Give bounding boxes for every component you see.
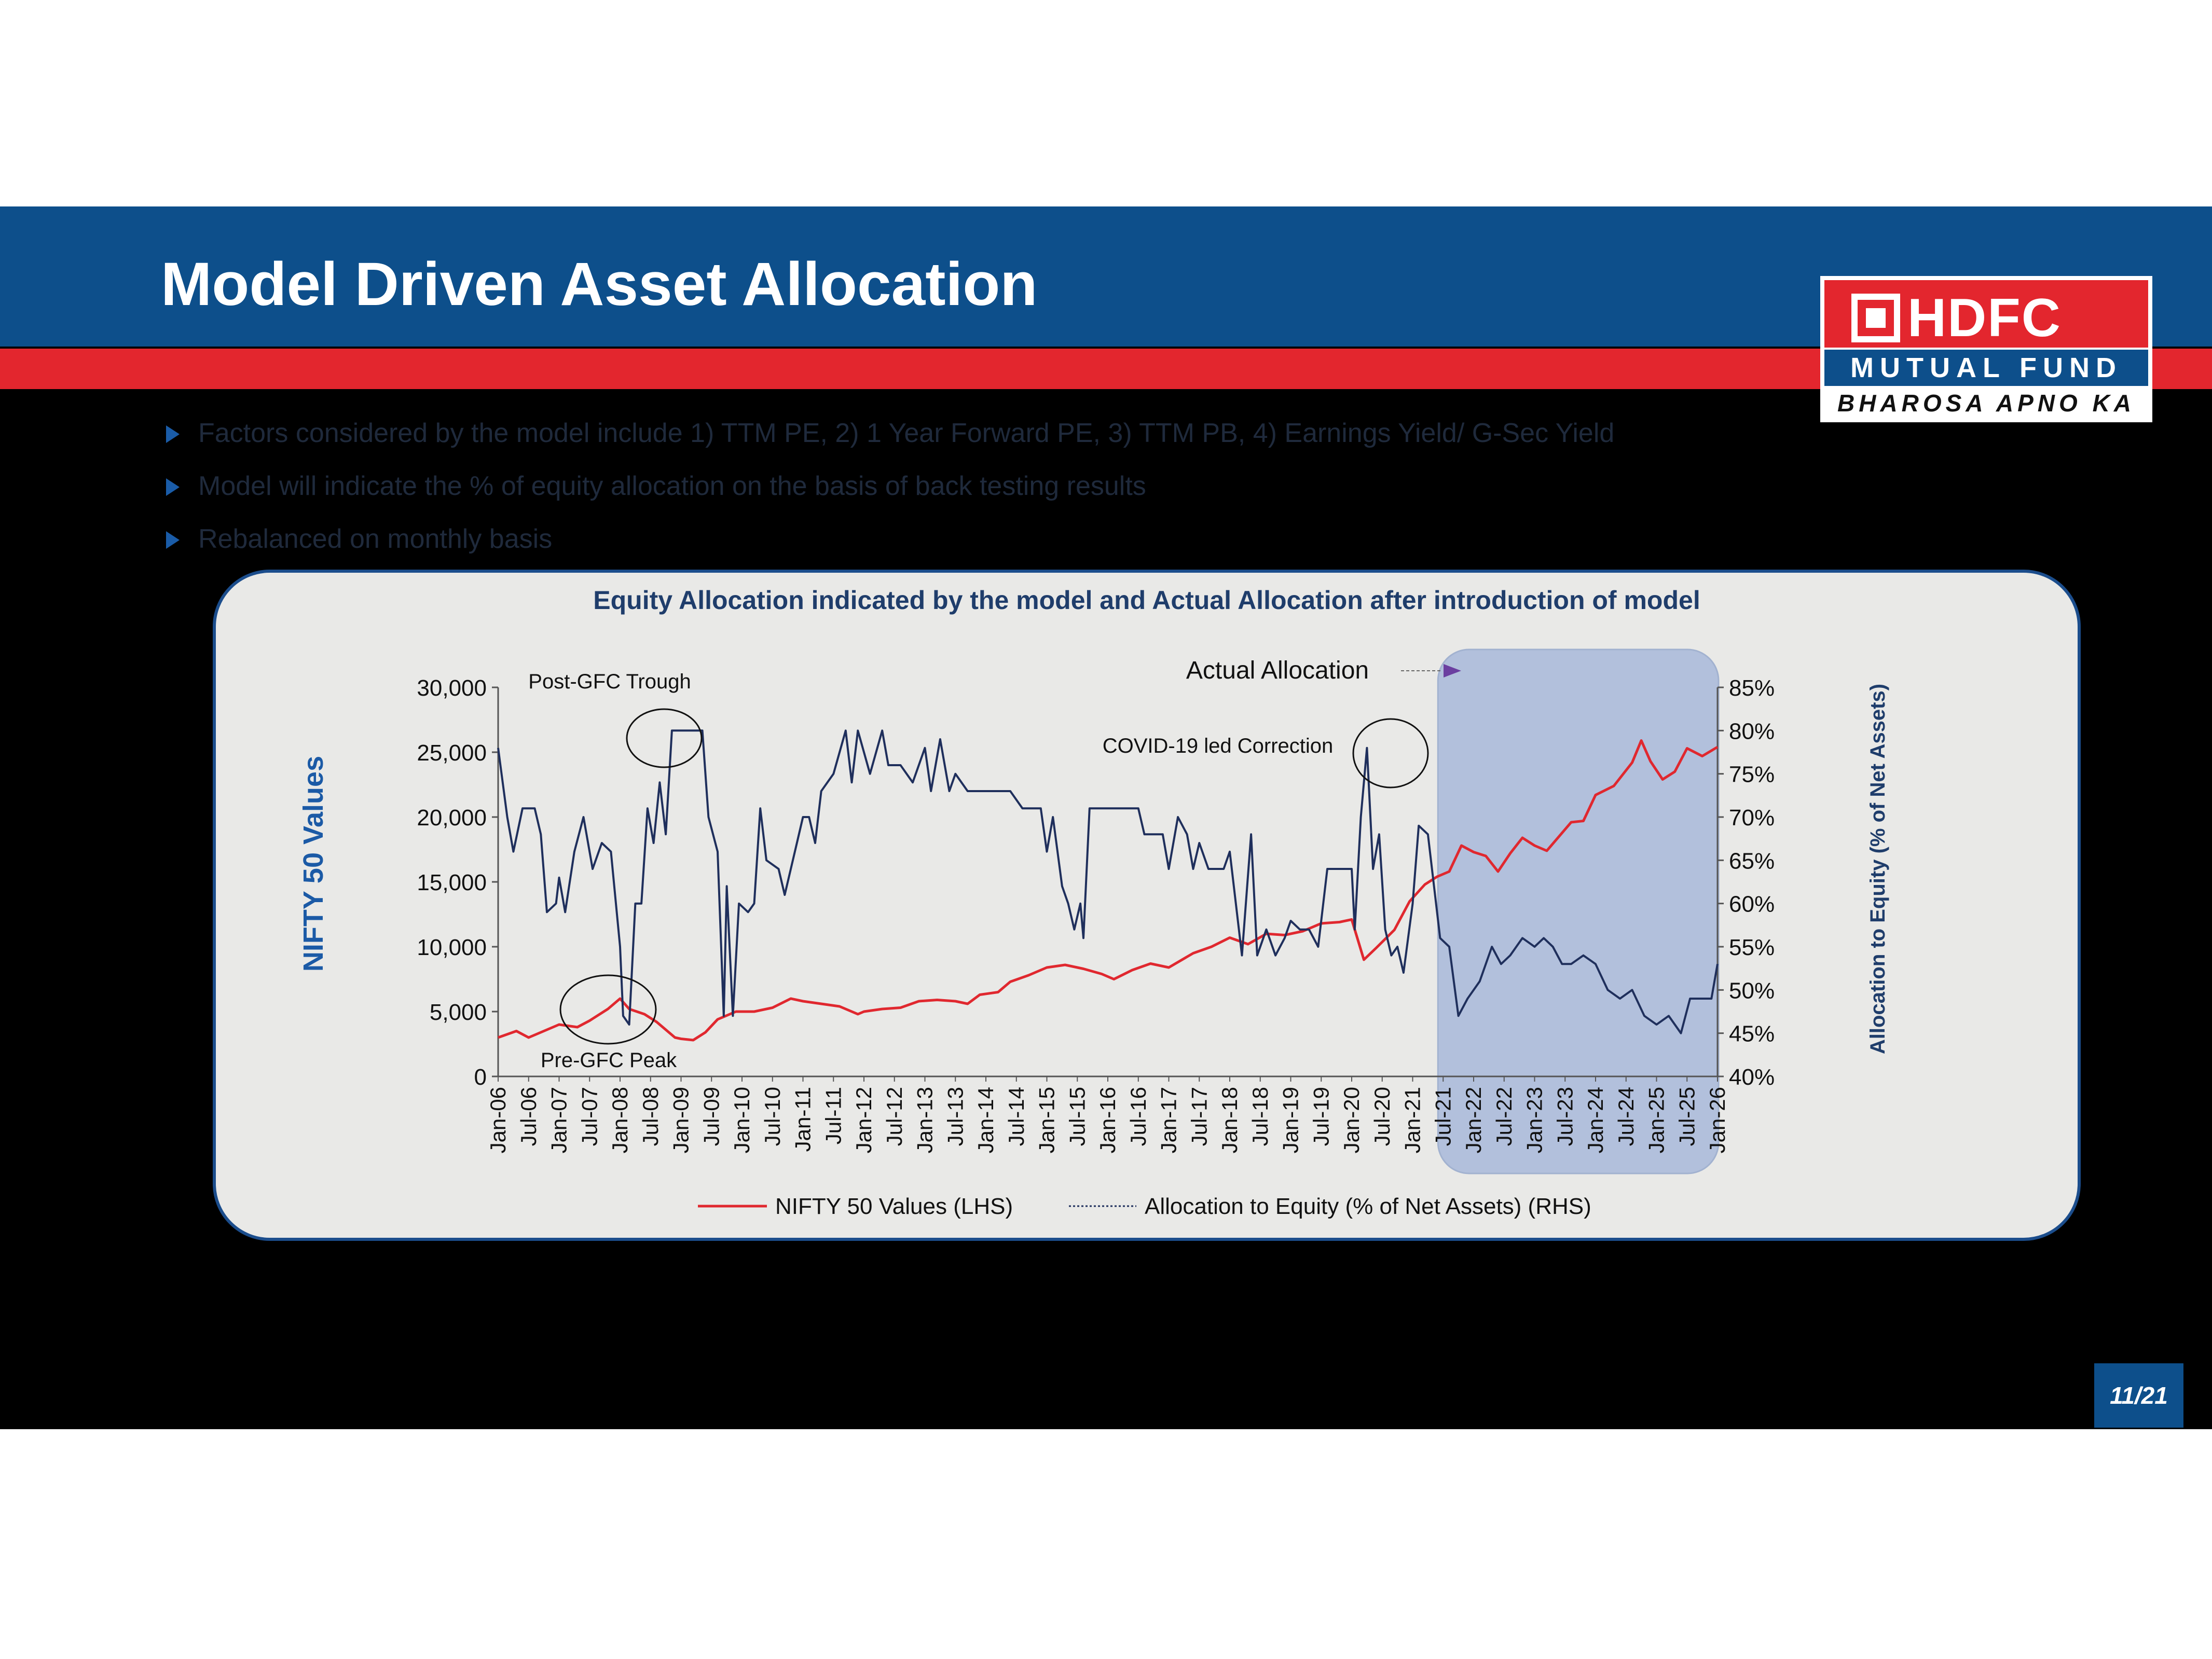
x-tick-label: Jan-12 xyxy=(851,1087,876,1153)
x-tick-label: Jan-26 xyxy=(1705,1087,1729,1153)
x-tick-label: Jul-18 xyxy=(1248,1087,1272,1146)
logo-subtitle: MUTUAL FUND xyxy=(1824,350,2148,386)
bullet-item: Rebalanced on monthly basis xyxy=(166,516,1614,569)
bullet-text: Rebalanced on monthly basis xyxy=(198,524,553,554)
page-number: 11/21 xyxy=(2094,1363,2183,1428)
right-tick-label: 40% xyxy=(1729,1064,1775,1090)
x-tick-label: Jan-08 xyxy=(608,1087,632,1153)
x-tick-label: Jan-25 xyxy=(1644,1087,1669,1153)
x-tick-label: Jan-20 xyxy=(1339,1087,1364,1153)
hdfc-mark-icon xyxy=(1851,294,1900,342)
right-tick-label: 45% xyxy=(1729,1021,1775,1047)
legend-nifty-label: NIFTY 50 Values (LHS) xyxy=(775,1194,1013,1219)
bullet-item: Model will indicate the % of equity allo… xyxy=(166,463,1614,516)
x-tick-label: Jul-17 xyxy=(1187,1087,1211,1146)
x-tick-label: Jul-08 xyxy=(638,1087,663,1146)
covid-correction-circle xyxy=(1352,718,1429,789)
left-axis-title: NIFTY 50 Values xyxy=(298,756,329,972)
x-tick-label: Jul-09 xyxy=(699,1087,723,1146)
x-tick-label: Jan-07 xyxy=(547,1087,571,1153)
hdfc-logo: HDFC MUTUAL FUND BHAROSA APNO KA xyxy=(1820,276,2152,422)
x-tick-label: Jan-18 xyxy=(1217,1087,1242,1153)
x-tick-label: Jul-22 xyxy=(1492,1087,1516,1146)
x-tick-label: Jul-21 xyxy=(1431,1087,1455,1146)
x-tick-label: Jul-13 xyxy=(943,1087,967,1146)
post-gfc-trough-circle xyxy=(626,708,703,768)
x-tick-label: Jan-16 xyxy=(1095,1087,1120,1153)
left-tick-label: 15,000 xyxy=(417,870,487,895)
pre-gfc-peak-label: Pre-GFC Peak xyxy=(541,1049,677,1072)
bullet-text: Factors considered by the model include … xyxy=(198,418,1615,448)
chart-panel xyxy=(213,570,2081,1241)
x-tick-label: Jan-13 xyxy=(913,1087,937,1153)
x-tick-label: Jul-24 xyxy=(1614,1087,1638,1146)
right-axis-title: Allocation to Equity (% of Net Assets) xyxy=(1866,684,1889,1054)
right-tick-label: 55% xyxy=(1729,935,1775,960)
post-gfc-trough-label: Post-GFC Trough xyxy=(528,670,691,693)
x-tick-label: Jul-15 xyxy=(1065,1087,1089,1146)
bullet-arrow-icon xyxy=(166,425,180,443)
page-title: Model Driven Asset Allocation xyxy=(161,250,1038,319)
x-tick-label: Jul-12 xyxy=(882,1087,906,1146)
x-tick-label: Jan-22 xyxy=(1461,1087,1486,1153)
right-tick-label: 50% xyxy=(1729,978,1775,1003)
left-tick-label: 5,000 xyxy=(430,1000,487,1025)
bullet-text: Model will indicate the % of equity allo… xyxy=(198,471,1146,501)
left-tick-label: 25,000 xyxy=(417,740,487,766)
chart-title: Equity Allocation indicated by the model… xyxy=(593,586,1700,615)
x-tick-label: Jan-09 xyxy=(669,1087,693,1153)
x-tick-label: Jan-17 xyxy=(1157,1087,1181,1153)
x-tick-label: Jan-19 xyxy=(1279,1087,1303,1153)
left-tick-label: 30,000 xyxy=(417,675,487,701)
left-tick-label: 10,000 xyxy=(417,935,487,960)
covid-correction-label: COVID-19 led Correction xyxy=(1103,735,1334,757)
bullet-item: Factors considered by the model include … xyxy=(166,410,1614,463)
bullet-arrow-icon xyxy=(166,531,180,549)
x-tick-label: Jan-10 xyxy=(730,1087,754,1153)
x-tick-label: Jul-11 xyxy=(821,1087,845,1144)
logo-brand: HDFC xyxy=(1907,288,2062,348)
bullet-arrow-icon xyxy=(166,478,180,496)
actual-allocation-label: Actual Allocation xyxy=(1186,657,1369,684)
right-tick-label: 75% xyxy=(1729,762,1775,787)
left-tick-label: 0 xyxy=(474,1064,487,1090)
bullet-list: Factors considered by the model include … xyxy=(166,410,1614,569)
right-tick-label: 60% xyxy=(1729,892,1775,917)
x-tick-label: Jan-11 xyxy=(791,1087,815,1152)
x-tick-label: Jul-20 xyxy=(1370,1087,1394,1146)
x-tick-label: Jan-15 xyxy=(1035,1087,1059,1153)
nifty-series-line xyxy=(498,739,1719,1042)
right-tick-label: 80% xyxy=(1729,718,1775,744)
logo-tagline: BHAROSA APNO KA xyxy=(1837,390,2136,417)
x-tick-label: Jan-23 xyxy=(1522,1087,1547,1153)
legend-equity-label: Allocation to Equity (% of Net Assets) (… xyxy=(1145,1194,1591,1219)
x-tick-label: Jul-06 xyxy=(516,1087,541,1146)
x-tick-label: Jul-19 xyxy=(1309,1087,1333,1146)
x-tick-label: Jan-06 xyxy=(486,1087,510,1153)
x-tick-label: Jul-25 xyxy=(1674,1087,1699,1146)
actual-allocation-arrow-icon xyxy=(1444,664,1461,678)
pre-gfc-peak-circle xyxy=(559,974,657,1045)
right-tick-label: 70% xyxy=(1729,805,1775,831)
logo-red-panel: HDFC xyxy=(1824,280,2148,348)
right-tick-label: 85% xyxy=(1729,675,1775,701)
x-tick-label: Jul-10 xyxy=(760,1087,785,1146)
x-tick-label: Jul-23 xyxy=(1552,1087,1577,1146)
x-tick-label: Jan-24 xyxy=(1583,1087,1608,1153)
x-tick-label: Jan-14 xyxy=(973,1087,998,1153)
x-tick-label: Jul-07 xyxy=(577,1087,601,1146)
left-tick-label: 20,000 xyxy=(417,805,487,831)
x-tick-label: Jan-21 xyxy=(1400,1087,1425,1153)
equity-allocation-series-line xyxy=(497,729,1719,1034)
x-tick-label: Jul-16 xyxy=(1126,1087,1150,1146)
x-tick-label: Jul-14 xyxy=(1004,1087,1028,1146)
right-tick-label: 65% xyxy=(1729,848,1775,874)
